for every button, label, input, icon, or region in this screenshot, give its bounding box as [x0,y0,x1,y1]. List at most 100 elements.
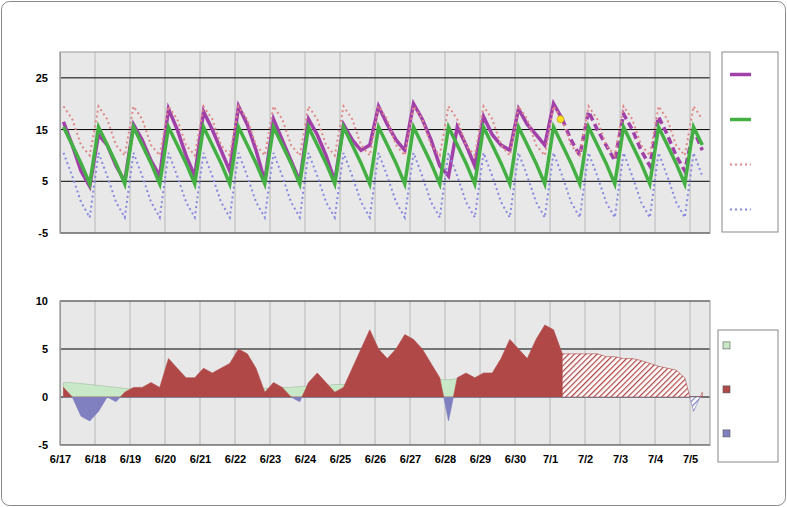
plot-area [64,325,703,421]
series-line [64,127,703,184]
tick-label: 6/28 [435,453,456,465]
tick-label: 7/2 [578,453,593,465]
tick: 6/23 [260,445,281,465]
tick: 6/27 [400,445,421,465]
plot-frame [60,52,710,233]
tick-label: 7/4 [648,453,664,465]
tick: 7/1 [543,445,558,465]
legend [722,52,778,232]
tick: 6/28 [435,445,456,465]
series-line [64,106,703,155]
tick: 7/4 [648,445,664,465]
tick: 6/19 [120,445,141,465]
tick-label: 6/22 [225,453,246,465]
axis-line [61,445,711,446]
tick-label: 6/24 [295,453,317,465]
tick-label: 25 [36,72,48,84]
x-axis: 6/17 6/18 6/19 6/20 6/21 6/22 6/23 6/24 6/25 6/26… [50,445,711,465]
legend-swatch [723,430,730,437]
x-grid-line [690,301,691,445]
tick-label: 5 [42,175,48,187]
tick: 15 [36,124,60,136]
legend [718,330,778,462]
tick: 6/18 [85,445,106,465]
tick-label: 6/25 [330,453,351,465]
tick: 7/2 [578,445,593,465]
legend-box [718,330,778,462]
chart-0: -5 5 15 25 [36,52,778,239]
tick-label: 6/18 [85,453,106,465]
tick-label: 6/20 [155,453,176,465]
tick: -5 [38,439,60,451]
chart-1: -505106/176/186/196/206/216/226/236/246/… [36,295,778,465]
x-grid-line [480,301,481,445]
series-line [64,104,563,187]
tick: -5 [38,227,60,239]
area-positive [562,354,702,397]
tick: 25 [36,72,60,84]
area-clip [64,325,563,397]
y-grid-line [60,77,710,78]
tick-label: 6/21 [190,453,211,465]
area-clip [562,354,702,397]
plot-background [60,52,710,233]
y-grid-line [60,349,710,350]
tick: 6/24 [295,445,317,465]
plot-area [64,104,703,218]
legend-swatch [730,118,751,122]
x-grid-line [305,301,306,445]
tick: 5 [42,343,60,355]
area-clip [64,397,563,421]
tick: 6/29 [470,445,491,465]
x-grid-line [130,301,131,445]
tick: 6/22 [225,445,246,465]
tick: 7/5 [683,445,698,465]
tick: 5 [42,175,60,187]
tick-label: 6/26 [365,453,386,465]
tick: 7/3 [613,445,628,465]
tick: 6/21 [190,445,211,465]
x-grid-line [270,301,271,445]
x-grid-line [445,301,446,445]
x-grid-line [340,301,341,445]
tick-label: 6/17 [50,453,71,465]
tick-label: -5 [38,227,48,239]
tick-label: 7/3 [613,453,628,465]
legend-swatch [723,386,730,393]
area-negative [64,397,563,421]
tick-label: 10 [36,295,48,307]
plot-frame [60,301,710,445]
tick-label: 6/30 [505,453,526,465]
tick: 6/25 [330,445,351,465]
legend-box [722,52,778,232]
legend-swatch [730,209,751,211]
tick-label: 6/19 [120,453,141,465]
current-point [557,116,564,123]
area-negative [562,397,702,411]
tick-label: -5 [38,439,48,451]
tick: 6/20 [155,445,176,465]
chart-root: -5 5 15 25 -5 0 5 10 6/17 6/18 6/19 6/20 6/21 6/22 6/2… [0,0,787,507]
series-line [64,153,703,218]
tick-label: 6/27 [400,453,421,465]
tick: 6/30 [505,445,526,465]
y-axis: -5 5 15 25 [36,53,61,240]
tick-label: 7/1 [543,453,558,465]
tick-label: 6/29 [470,453,491,465]
tick: 0 [42,391,60,403]
y-grid-line [60,129,710,130]
axis-line [60,302,61,446]
area-clip [562,397,702,411]
plot-background [60,301,710,445]
tick-label: 7/5 [683,453,698,465]
tick: 6/17 [50,445,71,465]
legend-swatch [723,342,730,349]
legend-swatch [730,164,751,166]
tick-label: 15 [36,124,48,136]
tick-label: 6/23 [260,453,281,465]
tick: 10 [36,295,60,307]
area-positive [64,325,563,397]
tick: 6/26 [365,445,386,465]
x-grid-line [95,301,96,445]
outer-frame [2,2,786,506]
